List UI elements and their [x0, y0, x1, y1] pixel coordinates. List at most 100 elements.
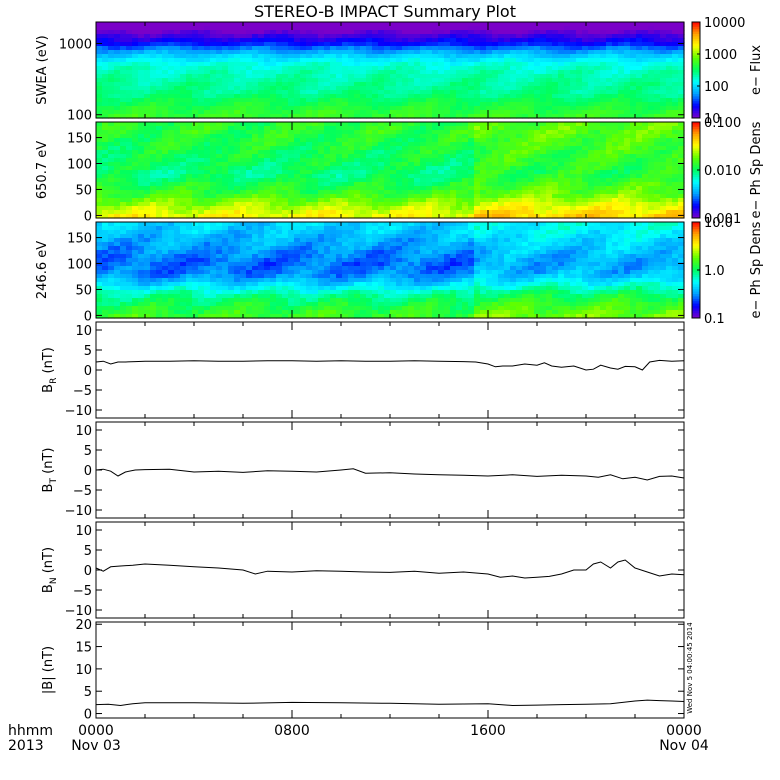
- pad_650-cell: [672, 126, 679, 131]
- swea-cell: [300, 114, 307, 119]
- pad_650-cell: [648, 214, 655, 219]
- pad_650-cell: [174, 138, 181, 143]
- swea-cell: [114, 42, 121, 47]
- swea-cell: [246, 78, 253, 83]
- pad_650-cell: [672, 146, 679, 151]
- swea-cell: [96, 34, 103, 39]
- swea-cell: [198, 78, 205, 83]
- pad_650-cell: [552, 166, 559, 171]
- pad_246-cell: [120, 274, 127, 279]
- pad_650-cell: [348, 210, 355, 215]
- swea-cell: [108, 22, 115, 27]
- swea-colorbar-segment: [692, 82, 700, 85]
- swea-colorbar-segment: [692, 115, 700, 119]
- swea-cell: [102, 30, 109, 35]
- swea-cell: [606, 46, 613, 51]
- pad_246-cell: [108, 246, 115, 251]
- pad_650-cell: [510, 206, 517, 211]
- pad_650-cell: [612, 190, 619, 195]
- swea-cell: [240, 106, 247, 111]
- pad_650-cell: [534, 146, 541, 151]
- swea-cell: [426, 114, 433, 119]
- swea-cell: [372, 34, 379, 39]
- pad_650-cell: [642, 146, 649, 151]
- swea-cell: [432, 98, 439, 103]
- pad_246-cell: [114, 250, 121, 255]
- swea-cell: [348, 102, 355, 107]
- pad_650-cell: [150, 190, 157, 195]
- pad_246-cell: [96, 286, 103, 291]
- pad_650-cell: [594, 198, 601, 203]
- pad_650-cell: [264, 134, 271, 139]
- pad_650-cell: [576, 186, 583, 191]
- pad_650-cell: [342, 146, 349, 151]
- pad_650-cell: [408, 186, 415, 191]
- swea-cell: [648, 26, 655, 31]
- swea-cell: [462, 82, 469, 87]
- pad_650-colorbar-segment: [692, 158, 700, 161]
- pad_650-cell: [420, 182, 427, 187]
- pad_650-cell: [162, 166, 169, 171]
- pad_650-cell: [336, 122, 343, 127]
- pad_650-cell: [588, 210, 595, 215]
- pad_650-cell: [594, 150, 601, 155]
- pad_650-cell: [516, 130, 523, 135]
- pad_650-cell: [618, 130, 625, 135]
- swea-cell: [630, 66, 637, 71]
- pad_650-cell: [552, 150, 559, 155]
- swea-cell: [576, 46, 583, 51]
- swea-cell: [438, 58, 445, 63]
- swea-cell: [558, 26, 565, 31]
- pad_650-cell: [216, 158, 223, 163]
- swea-cell: [288, 78, 295, 83]
- pad_650-cell: [132, 150, 139, 155]
- pad_650-cell: [612, 166, 619, 171]
- pad_650-cell: [222, 146, 229, 151]
- swea-cell: [582, 38, 589, 43]
- pad_650-cell: [180, 214, 187, 219]
- pad_650-cell: [492, 158, 499, 163]
- swea-cell: [612, 50, 619, 55]
- swea-cell: [144, 94, 151, 99]
- swea-cell: [660, 30, 667, 35]
- swea-cell: [564, 26, 571, 31]
- swea-cell: [390, 98, 397, 103]
- pad_650-cell: [516, 194, 523, 199]
- pad_650-cell: [624, 202, 631, 207]
- swea-cell: [498, 110, 505, 115]
- pad_650-cell: [534, 206, 541, 211]
- swea-cell: [642, 38, 649, 43]
- pad_650-cell: [288, 186, 295, 191]
- swea-cell: [282, 42, 289, 47]
- swea-cell: [678, 62, 685, 67]
- swea-cell: [642, 58, 649, 63]
- swea-cell: [246, 50, 253, 55]
- swea-cell: [384, 106, 391, 111]
- pad_246-cell: [114, 278, 121, 283]
- pad_650-cell: [168, 194, 175, 199]
- swea-cell: [648, 110, 655, 115]
- pad_650-cell: [438, 162, 445, 167]
- swea-cell: [456, 46, 463, 51]
- pad_650-cell: [456, 134, 463, 139]
- swea-cell: [324, 62, 331, 67]
- swea-cell: [114, 98, 121, 103]
- swea-cell: [432, 114, 439, 119]
- pad_650-cell: [246, 138, 253, 143]
- pad_650-cell: [450, 130, 457, 135]
- pad_650-cell: [552, 146, 559, 151]
- swea-cell: [312, 22, 319, 27]
- swea-cell: [570, 54, 577, 59]
- swea-colorbar-tick-label: 10000: [704, 16, 745, 31]
- pad_650-cell: [210, 162, 217, 167]
- pad_650-cell: [336, 162, 343, 167]
- pad_650-cell: [390, 158, 397, 163]
- swea-cell: [420, 106, 427, 111]
- pad_650-cell: [312, 122, 319, 127]
- swea-cell: [546, 90, 553, 95]
- pad_650-cell: [480, 166, 487, 171]
- pad_650-cell: [468, 186, 475, 191]
- pad_650-cell: [600, 186, 607, 191]
- pad_650-cell: [558, 214, 565, 219]
- pad_650-cell: [108, 210, 115, 215]
